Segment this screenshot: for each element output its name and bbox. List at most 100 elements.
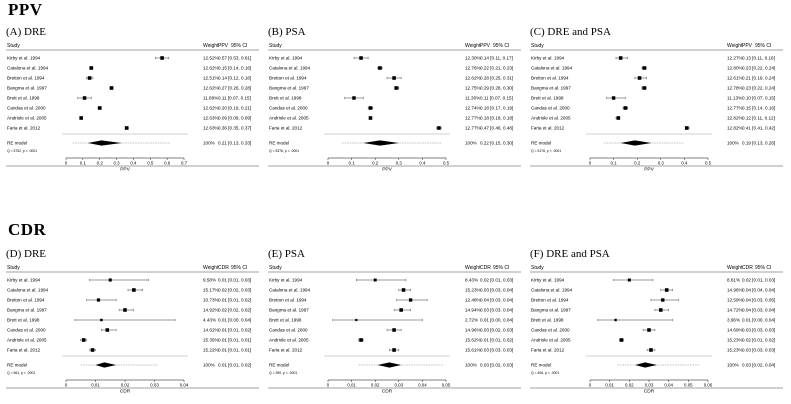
study-name: Candas et al. 2000: [269, 328, 308, 333]
study-name: Kirby et al. 1994: [531, 56, 565, 61]
x-tick-label: 0.5: [443, 160, 450, 165]
study-weight: 12.62%: [465, 76, 481, 81]
study-name: Catalona et al. 1994: [531, 288, 573, 293]
study-marker: [82, 96, 87, 100]
study-name: Kirby et al. 1994: [7, 56, 41, 61]
study-weight: 9.58%: [203, 278, 216, 283]
x-tick-label: 0.02: [625, 382, 634, 387]
study-estimate-ci: 0.14 [0.12, 0.16]: [218, 76, 251, 81]
study-marker: [108, 278, 112, 282]
column-header-study: Study: [269, 265, 282, 271]
study-weight: 12.62%: [203, 106, 219, 111]
study-name: Bangma et al. 1997: [7, 86, 47, 91]
study-estimate-ci: 0.01 [0.01, 0.02]: [218, 298, 251, 303]
forest-panel-d: (D) DRE Study Weight CDR 95% CI Kirby et al.…: [6, 248, 261, 398]
study-estimate-ci: 0.18 [0.18, 0.18]: [480, 116, 513, 121]
study-weight: 12.80%: [727, 66, 743, 71]
heterogeneity-stat: Q = 5176, p < .0001: [531, 149, 561, 153]
x-tick-label: 0.01: [347, 382, 356, 387]
study-name: Bretton et al. 1994: [531, 76, 569, 81]
study-estimate-ci: 0.01 [0.01, 0.02]: [480, 338, 513, 343]
x-tick-label: 0.03: [645, 382, 654, 387]
study-estimate-ci: 0.02 [0.01, 0.02]: [742, 338, 775, 343]
study-name: Andriole et al. 2005: [269, 338, 309, 343]
x-axis-label: CDR: [644, 389, 655, 395]
x-tick-label: 0.05: [684, 382, 693, 387]
study-weight: 12.78%: [727, 86, 743, 91]
summary-diamond: [377, 362, 402, 368]
study-name: Candas et al. 2000: [269, 106, 308, 111]
x-tick-label: 0.1: [611, 160, 618, 165]
heterogeneity-stat: Q = 390, p < .0001: [269, 371, 297, 375]
study-estimate-ci: 0.22 [0.21, 0.23]: [480, 66, 513, 71]
study-marker: [79, 116, 83, 120]
summary-estimate-ci: 0.21 [0.13, 0.33]: [218, 141, 251, 146]
study-name: Catalona et al. 1994: [7, 66, 49, 71]
study-weight: 15.62%: [465, 338, 481, 343]
study-estimate-ci: 0.47 [0.46, 0.48]: [480, 126, 513, 131]
study-name: Andriole et al. 2005: [531, 116, 571, 121]
x-tick-label: 0.2: [97, 160, 104, 165]
study-name: Candas et al. 2000: [531, 106, 570, 111]
study-name: Kirby et al. 1994: [531, 278, 565, 283]
study-estimate-ci: 0.02 [0.01, 0.03]: [480, 278, 513, 283]
study-name: Brett et al. 1998: [269, 96, 302, 101]
study-marker: [642, 86, 647, 90]
study-marker: [659, 308, 663, 312]
study-marker: [437, 126, 441, 130]
study-estimate-ci: 0.10 [0.07, 0.15]: [742, 96, 775, 101]
study-estimate-ci: 0.57 [0.53, 0.61]: [218, 56, 251, 61]
x-tick-label: 0.01: [91, 382, 100, 387]
column-header-ci: 95% CI: [755, 43, 771, 49]
heterogeneity-stat: Q = 5376, p < .0001: [269, 149, 299, 153]
panel-label: (A) DRE: [6, 26, 47, 38]
study-weight: 12.61%: [727, 76, 743, 81]
study-weight: 14.69%: [727, 328, 743, 333]
study-weight: 8.61%: [727, 278, 740, 283]
study-marker: [619, 338, 624, 342]
column-header-weight: Weight: [727, 43, 743, 49]
study-estimate-ci: 0.04 [0.04, 0.04]: [742, 288, 775, 293]
study-name: Faria et al. 2012: [269, 348, 303, 353]
study-estimate-ci: 0.03 [0.03, 0.04]: [480, 308, 513, 313]
column-header-weight: Weight: [465, 43, 481, 49]
study-weight: 12.62%: [203, 66, 219, 71]
study-name: Bretton et al. 1994: [269, 298, 307, 303]
summary-name: RE model: [531, 363, 551, 368]
x-tick-label: 0: [65, 382, 68, 387]
study-name: Kirby et al. 1994: [269, 278, 303, 283]
study-estimate-ci: 0.14 [0.11, 0.17]: [480, 56, 513, 61]
column-header-weight: Weight: [203, 43, 219, 49]
x-tick-label: 0.01: [605, 382, 614, 387]
x-tick-label: 0.4: [681, 160, 688, 165]
panel-label: (B) PSA: [268, 26, 306, 38]
x-tick-label: 0.03: [395, 382, 404, 387]
summary-diamond: [95, 362, 117, 368]
summary-name: RE model: [269, 363, 289, 368]
summary-name: RE model: [269, 141, 289, 146]
study-estimate-ci: 0.03 [0.03, 0.03]: [742, 348, 775, 353]
study-marker: [627, 278, 631, 282]
column-header-ci: 95% CI: [755, 265, 771, 271]
x-tick-label: 0.05: [442, 382, 451, 387]
study-name: Faria et al. 2012: [269, 126, 303, 131]
forest-panel-b: (B) PSA Study Weight PPV 95% CI Kirby et al.…: [268, 26, 523, 176]
column-header-weight: Weight: [203, 265, 219, 271]
study-weight: 15.35%: [203, 338, 219, 343]
study-weight: 14.72%: [727, 308, 743, 313]
study-estimate-ci: 0.02 [0.02, 0.02]: [218, 308, 251, 313]
study-name: Kirby et al. 1994: [7, 278, 41, 283]
study-estimate-ci: 0.28 [0.25, 0.31]: [480, 76, 513, 81]
column-header-weight: Weight: [465, 265, 481, 271]
study-estimate-ci: 0.04 [0.03, 0.05]: [742, 298, 775, 303]
study-marker: [616, 116, 621, 120]
x-tick-label: 0.03: [150, 382, 159, 387]
x-tick-label: 0.3: [396, 160, 403, 165]
x-tick-label: 0.04: [418, 382, 427, 387]
x-tick-label: 0.1: [80, 160, 87, 165]
study-weight: 14.96%: [727, 288, 743, 293]
study-marker: [359, 338, 363, 342]
study-weight: 2.72%: [465, 318, 478, 323]
study-weight: 12.74%: [465, 106, 481, 111]
study-name: Brett et al. 1998: [531, 318, 564, 323]
